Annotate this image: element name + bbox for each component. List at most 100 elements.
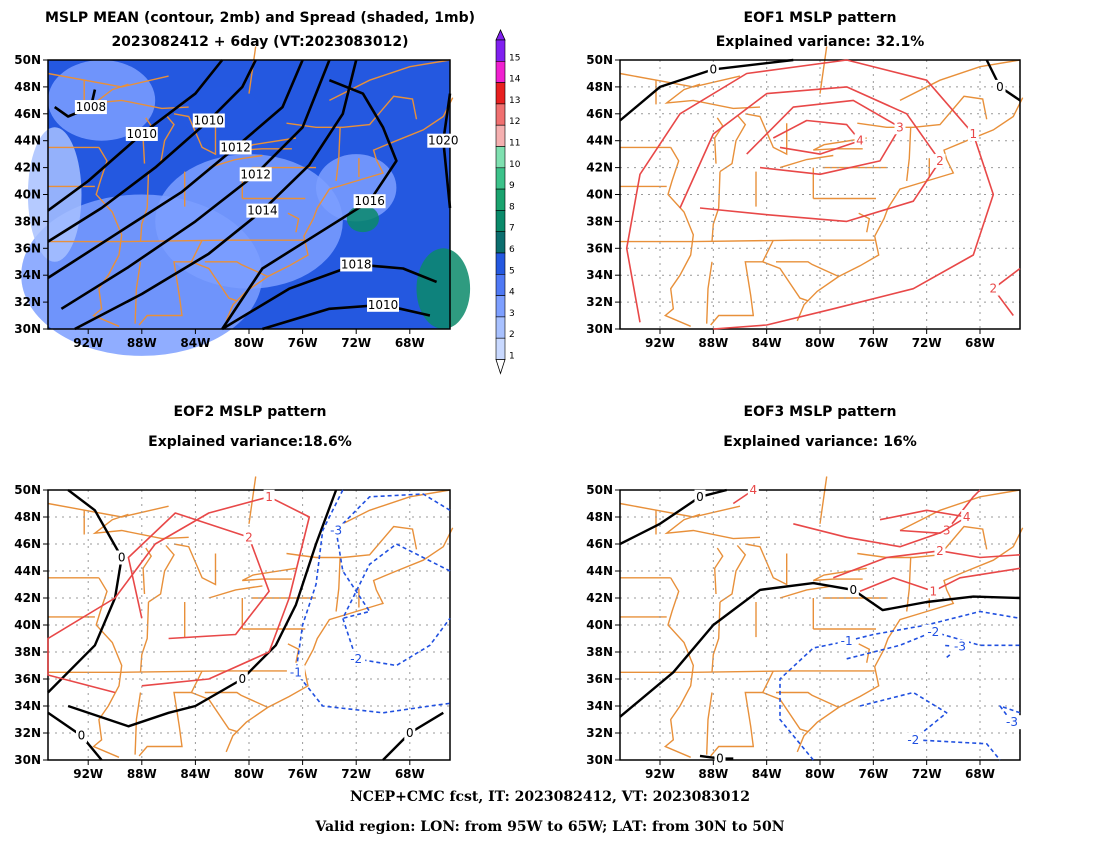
state-boundary-line <box>329 489 451 532</box>
state-boundary-line <box>710 239 774 326</box>
panel4-title-line1: EOF3 MSLP pattern <box>743 404 897 420</box>
colorbar-segment <box>495 167 506 190</box>
contour-label-box <box>854 133 866 148</box>
contour-label: -1 <box>290 665 302 679</box>
x-tick-label: 84W <box>180 767 210 781</box>
contour-label: 4 <box>963 510 971 524</box>
colorbar-bottom-arrow <box>495 359 506 375</box>
eof-contour <box>625 59 995 330</box>
state-boundary-line <box>899 59 1021 102</box>
x-tick-label: 84W <box>752 767 782 781</box>
contour-label-box <box>219 140 252 155</box>
contour-label: 2 <box>936 154 944 168</box>
contour-label-box <box>924 624 943 639</box>
colorbar-label: 14 <box>509 75 521 85</box>
x-tick-label: 80W <box>234 336 264 350</box>
contour-label-box <box>934 153 946 168</box>
contour-label-box <box>404 726 416 740</box>
eof-contour <box>335 493 451 620</box>
contour-label: 1018 <box>341 257 372 271</box>
state-boundary-line <box>148 544 175 603</box>
x-tick-label: 76W <box>288 767 318 781</box>
x-tick-label: 68W <box>965 767 995 781</box>
state-boundary-line <box>779 154 834 169</box>
state-boundary-line <box>208 585 263 599</box>
colorbar-label: 1 <box>509 352 515 362</box>
state-boundary-line <box>762 261 809 302</box>
state-boundary-line <box>663 147 695 327</box>
y-tick-label: 48N <box>14 80 41 94</box>
y-tick-label: 32N <box>586 295 613 309</box>
contour-label: -3 <box>330 524 342 538</box>
state-boundary-line <box>92 577 123 758</box>
contour-label: -2 <box>907 733 919 747</box>
panel3-eof2-map: 92W 88W 84W 80W 76W 72W 68W 30N 32N 34N 36N 38N 40N 4… <box>14 476 454 781</box>
colorbar-label: 13 <box>509 96 520 106</box>
mean-mslp-contour <box>47 59 257 243</box>
contour-label-box <box>694 489 706 504</box>
y-tick-label: 40N <box>14 188 41 202</box>
eof-contour <box>859 567 1021 593</box>
x-tick-label: 76W <box>858 767 888 781</box>
x-tick-label: 68W <box>965 336 995 350</box>
state-boundary-line <box>241 567 297 582</box>
state-boundary-line <box>719 114 747 173</box>
contour-label: 4 <box>856 134 864 148</box>
colorbar-segment <box>495 316 506 339</box>
colorbar-label: 9 <box>509 181 515 191</box>
state-boundary-line <box>857 95 988 128</box>
contour-label-box <box>367 297 399 312</box>
state-boundary-line <box>906 557 912 612</box>
x-tick-label: 76W <box>858 336 888 350</box>
colorbar-segment <box>495 82 506 105</box>
state-boundary-line <box>47 72 169 88</box>
contour-label: 0 <box>996 80 1004 94</box>
contour-label-box <box>987 281 999 296</box>
contour-label-box <box>125 126 158 141</box>
state-boundary-line <box>286 525 418 559</box>
colorbar-segment <box>495 274 506 296</box>
state-boundary-line <box>779 585 834 599</box>
y-tick-label: 42N <box>586 591 613 605</box>
contour-label: 1 <box>970 127 978 141</box>
eof-contour <box>859 691 1001 761</box>
y-tick-label: 38N <box>14 214 41 228</box>
panel1-title-line1: MSLP MEAN (contour, 2mb) and Spread (sha… <box>45 10 475 26</box>
contour-label: 0 <box>716 752 724 766</box>
y-tick-label: 48N <box>14 510 41 524</box>
state-boundary-line <box>762 691 809 733</box>
state-boundary-line <box>48 239 304 243</box>
colorbar-label: 8 <box>509 202 515 212</box>
x-tick-label: 72W <box>341 767 371 781</box>
contour-label: -3 <box>1006 715 1018 729</box>
mean-mslp-contour <box>60 59 331 310</box>
contour-label: 0 <box>78 729 86 743</box>
contour-label: 1014 <box>247 204 278 218</box>
state-boundary-line <box>663 577 695 758</box>
state-boundary-line <box>173 543 217 586</box>
state-boundary-line <box>745 113 788 156</box>
contour-label: 3 <box>896 120 904 134</box>
contour-label: -2 <box>927 625 939 639</box>
colorbar-segment <box>495 231 506 254</box>
state-boundary-line <box>858 643 871 663</box>
x-tick-label: 92W <box>645 767 675 781</box>
x-tick-label: 80W <box>234 767 264 781</box>
y-tick-label: 46N <box>586 107 613 121</box>
y-tick-label: 38N <box>14 645 41 659</box>
state-boundary-line <box>335 557 341 612</box>
y-tick-label: 36N <box>14 241 41 255</box>
colorbar-segment <box>495 252 506 275</box>
contour-label-box <box>427 133 460 148</box>
contour-label: 1008 <box>76 100 107 114</box>
panel3-title-line2: Explained variance:18.6% <box>148 434 352 450</box>
state-boundary-line <box>335 127 341 182</box>
y-tick-label: 40N <box>14 618 41 632</box>
state-boundary-line <box>287 643 300 663</box>
state-boundary-line <box>796 527 1024 753</box>
y-tick-label: 32N <box>586 726 613 740</box>
contour-label-box <box>286 665 305 680</box>
colorbar-segment <box>495 210 506 232</box>
colorbar-segment <box>495 337 506 360</box>
footer-forecast-info: NCEP+CMC fcst, IT: 2023082412, VT: 20230… <box>349 789 751 805</box>
